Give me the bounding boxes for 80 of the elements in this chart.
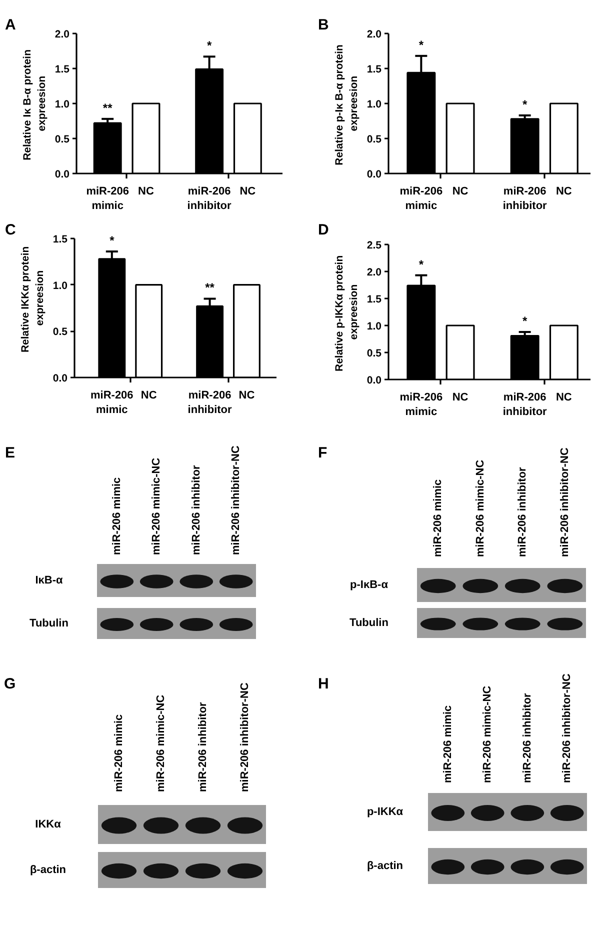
- annotation: *: [206, 38, 212, 53]
- chart-title: C: [5, 222, 16, 238]
- category-label: miR-206 inhibitor: [516, 466, 529, 557]
- category-label: β-actin: [366, 860, 404, 872]
- y-tick-label: 1.5: [54, 64, 70, 76]
- category-label: Tubulin: [30, 618, 68, 630]
- text: F: [318, 444, 328, 462]
- y-tick-label: 0.5: [366, 134, 382, 146]
- x-tick-label: miR-206 mimic: [86, 186, 129, 212]
- x-tick-label: NC: [240, 186, 256, 198]
- y-tick-label: 1.0: [52, 280, 68, 292]
- category-label: miR-206 mimic-NC: [474, 460, 486, 557]
- annotation: **: [205, 280, 215, 295]
- x-tick-label: miR-206 mimic: [400, 392, 443, 418]
- category-label: miR-206 mimic: [110, 477, 123, 555]
- category-label: p-IκB-α: [350, 579, 388, 591]
- x-tick-label: NC: [556, 186, 572, 198]
- x-tick-label: NC: [452, 186, 468, 198]
- x-tick-label: NC: [238, 390, 255, 402]
- y-tick-label: 1.5: [52, 234, 68, 246]
- y-tick-label: 1.5: [366, 294, 382, 306]
- x-tick-label: miR-206 mimic: [90, 390, 134, 416]
- category-label: Tubulin: [350, 617, 388, 629]
- category-label: miR-206 mimic-NC: [150, 458, 163, 555]
- y-axis-title: Relative Iκ B-α protein expreesion: [22, 49, 48, 160]
- category-label: miR-206 mimic-NC: [482, 686, 494, 783]
- y-tick-label: 2.5: [366, 240, 382, 252]
- x-tick-label: NC: [138, 186, 154, 198]
- y-tick-label: 2.0: [366, 28, 382, 40]
- category-label: miR-206 inhibitor-NC: [558, 448, 571, 557]
- annotation: *: [522, 97, 528, 112]
- text: G: [4, 676, 16, 692]
- category-label: miR-206 inhibitor-NC: [561, 674, 574, 783]
- y-axis-title: Relative p-Iκ B-α protein expreesion: [334, 44, 360, 166]
- y-axis-title: Relative IKKα protein expreesion: [20, 246, 46, 353]
- category-label: β-actin: [30, 864, 66, 876]
- y-tick-label: 0.0: [366, 374, 382, 386]
- text: H: [318, 676, 329, 692]
- y-tick-label: 1.0: [366, 98, 382, 110]
- annotation: *: [110, 233, 115, 248]
- category-label: miR-206 inhibitor: [521, 692, 534, 783]
- x-tick-label: NC: [452, 392, 468, 404]
- category-label: miR-206 mimic: [442, 705, 454, 783]
- y-tick-label: 0.5: [54, 134, 70, 146]
- x-tick-label: NC: [556, 392, 572, 404]
- category-label: miR-206 inhibitor-NC: [239, 682, 251, 792]
- y-tick-label: 0.0: [52, 372, 68, 384]
- y-tick-label: 1.5: [366, 64, 382, 76]
- category-label: miR-206 inhibitor: [197, 701, 209, 792]
- category-label: miR-206 inhibitor-NC: [230, 446, 242, 555]
- category-label: miR-206 mimic: [113, 714, 125, 792]
- x-tick-label: NC: [140, 390, 157, 402]
- category-label: miR-206 mimic: [432, 479, 444, 557]
- x-tick-label: miR-206 inhibitor: [502, 186, 548, 212]
- chart-title: B: [318, 16, 329, 34]
- category-label: p-IKKα: [366, 806, 404, 818]
- x-tick-label: miR-206 mimic: [400, 186, 443, 212]
- x-tick-label: miR-206 inhibitor: [188, 390, 233, 416]
- y-tick-label: 1.0: [54, 98, 70, 110]
- annotation: **: [102, 100, 113, 115]
- x-tick-label: miR-206 inhibitor: [187, 186, 232, 212]
- y-tick-label: 0.0: [54, 168, 70, 180]
- y-tick-label: 2.0: [54, 28, 70, 40]
- category-label: IKKα: [35, 818, 61, 830]
- y-axis-title: Relative p-IKKα protein expreesion: [334, 255, 360, 372]
- x-tick-label: miR-206 inhibitor: [502, 392, 548, 418]
- chart-title: A: [5, 16, 16, 34]
- y-tick-label: 0.5: [366, 348, 382, 360]
- y-tick-label: 0.0: [366, 168, 382, 180]
- category-label: IκB-α: [35, 574, 63, 586]
- category-label: miR-206 inhibitor: [190, 464, 202, 555]
- category-label: miR-206 mimic-NC: [155, 694, 167, 792]
- text: E: [5, 444, 16, 462]
- annotation: *: [418, 38, 424, 52]
- annotation: *: [522, 314, 528, 328]
- y-tick-label: 1.0: [366, 320, 382, 332]
- y-tick-label: 0.5: [52, 326, 68, 338]
- y-tick-label: 2.0: [366, 266, 382, 278]
- annotation: *: [418, 257, 424, 272]
- chart-title: D: [318, 222, 329, 238]
